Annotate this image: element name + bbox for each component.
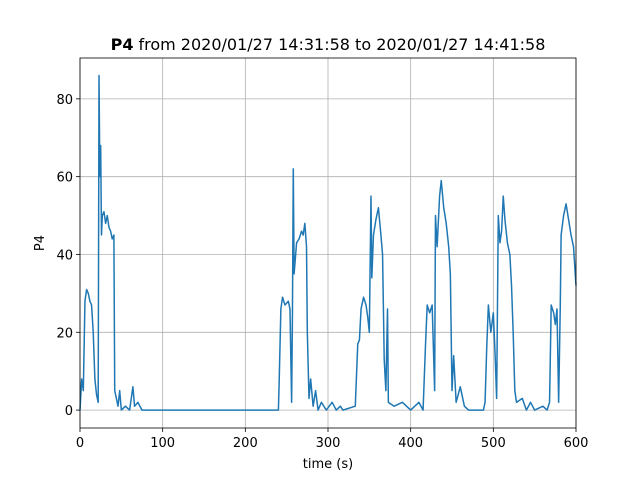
x-tick-label: 500 bbox=[481, 436, 506, 451]
y-tick-label: 60 bbox=[56, 171, 73, 186]
chart-title: P4 from 2020/01/27 14:31:58 to 2020/01/27… bbox=[111, 35, 546, 54]
title-bold: P4 bbox=[111, 35, 134, 54]
x-axis-label: time (s) bbox=[303, 457, 353, 472]
x-tick-label: 0 bbox=[76, 436, 84, 451]
x-tick-label: 300 bbox=[316, 436, 341, 451]
title-rest: from 2020/01/27 14:31:58 to 2020/01/27 1… bbox=[138, 35, 545, 54]
y-tick-label: 20 bbox=[56, 326, 73, 341]
x-tick-label: 200 bbox=[233, 436, 258, 451]
x-tick-label: 400 bbox=[398, 436, 423, 451]
x-tick-label: 600 bbox=[564, 436, 589, 451]
y-tick-label: 0 bbox=[65, 404, 73, 419]
plot-frame bbox=[79, 57, 577, 429]
data-line bbox=[79, 74, 577, 411]
y-tick-label: 80 bbox=[56, 93, 73, 108]
y-tick-label: 40 bbox=[56, 248, 73, 263]
x-tick-label: 100 bbox=[150, 436, 175, 451]
y-axis-label: P4 bbox=[33, 235, 48, 251]
